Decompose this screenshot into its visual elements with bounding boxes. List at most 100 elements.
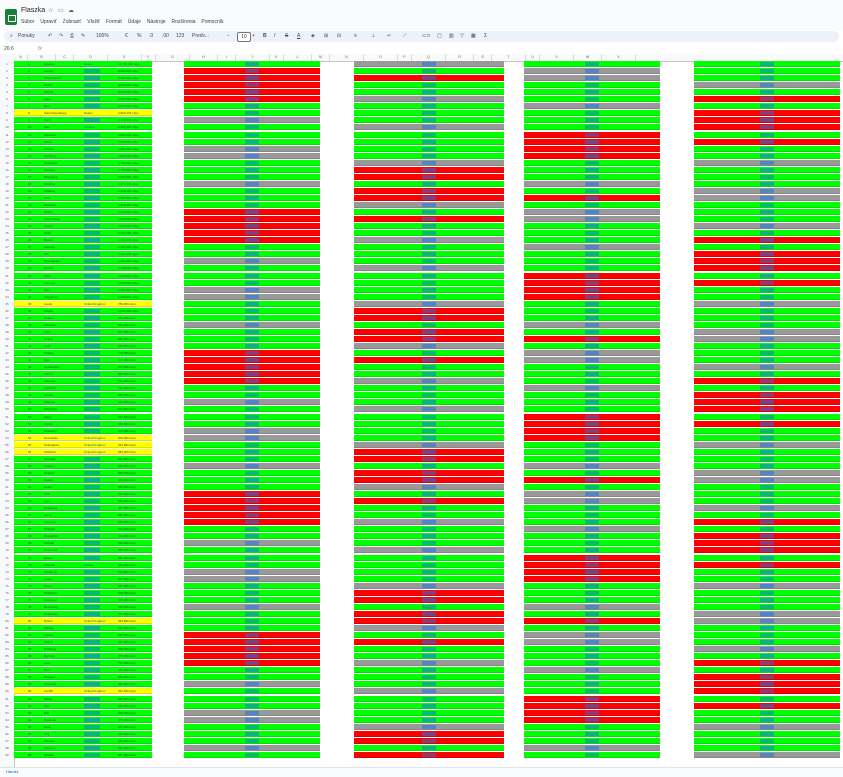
table-row[interactable]: 33 Perm 1,051,000 obyv.	[14, 286, 152, 293]
rank-cell[interactable]: 67	[28, 527, 32, 532]
population-cell[interactable]: 534,000 obyv.	[118, 541, 137, 546]
cell-link[interactable]	[759, 661, 774, 666]
column-header[interactable]: E	[108, 54, 142, 61]
population-cell[interactable]: 1,995,000 obyv.	[118, 139, 140, 144]
cell-link[interactable]	[585, 329, 600, 334]
country-link[interactable]	[84, 76, 100, 81]
table-row[interactable]	[524, 82, 660, 89]
cell-link[interactable]	[245, 506, 260, 511]
country-link[interactable]	[84, 555, 100, 560]
table-row[interactable]	[184, 730, 320, 737]
table-row[interactable]	[354, 632, 504, 639]
cell-link[interactable]	[421, 738, 436, 743]
table-row[interactable]: 55 Nottingham United Kingdom 323,000 obyv.	[14, 441, 152, 448]
row-header[interactable]: 56	[5, 449, 9, 454]
table-row[interactable]	[354, 625, 504, 631]
population-cell[interactable]: 479,000 obyv.	[118, 717, 137, 722]
row-header[interactable]: 43	[5, 358, 9, 363]
column-header[interactable]: M	[312, 54, 330, 61]
name-cell[interactable]: Birmingham	[44, 259, 61, 264]
row-header[interactable]: 82	[5, 633, 9, 638]
column-header[interactable]: K	[270, 54, 284, 61]
cell-link[interactable]	[421, 167, 436, 172]
column-header[interactable]: X	[602, 54, 636, 61]
table-row[interactable]	[184, 82, 320, 89]
cell-link[interactable]	[421, 329, 436, 334]
cell-link[interactable]	[421, 294, 436, 299]
table-row[interactable]	[694, 307, 840, 314]
paint-format-icon[interactable]: ✎	[81, 33, 86, 39]
cell-link[interactable]	[245, 280, 260, 285]
cell-link[interactable]	[585, 266, 600, 271]
table-row[interactable]: 56 Sheffield United Kingdom 584,000 obyv.	[14, 448, 152, 455]
cell-link[interactable]	[759, 90, 774, 95]
table-row[interactable]	[184, 596, 320, 603]
cell-link[interactable]	[759, 217, 774, 222]
country-link[interactable]	[84, 534, 100, 539]
population-cell[interactable]: 294,000 obyv.	[118, 745, 137, 750]
row-header[interactable]: 88	[5, 675, 9, 680]
table-row[interactable]	[694, 117, 840, 124]
cell-link[interactable]	[759, 111, 774, 116]
table-row[interactable]	[524, 554, 660, 561]
column-header[interactable]: V	[540, 54, 574, 61]
table-row[interactable]	[184, 653, 320, 660]
population-cell[interactable]: 697,000 obyv.	[118, 492, 137, 497]
cell-link[interactable]	[585, 499, 600, 504]
table-row[interactable]: 54 Newcastle United Kingdom 300,000 obyv.	[14, 434, 152, 441]
row-header[interactable]: 16	[5, 167, 9, 172]
population-cell[interactable]: 975,000 obyv.	[118, 428, 137, 433]
table-row[interactable]	[694, 321, 840, 328]
cell-link[interactable]	[421, 132, 436, 137]
name-cell[interactable]: Varšava	[44, 167, 55, 172]
table-row[interactable]	[184, 716, 320, 723]
table-row[interactable]	[694, 702, 840, 709]
cell-link[interactable]	[245, 344, 260, 348]
country-link[interactable]	[84, 118, 100, 123]
country-link[interactable]	[84, 259, 100, 264]
row-header[interactable]: 99	[5, 752, 9, 757]
table-row[interactable]	[524, 660, 660, 667]
table-row[interactable]: 14 Hamburg 1,841,000 obyv.	[14, 152, 152, 159]
table-row[interactable]	[354, 350, 504, 357]
table-row[interactable]	[694, 441, 840, 448]
table-row[interactable]	[694, 209, 840, 216]
cell-link[interactable]	[585, 273, 600, 278]
table-row[interactable]: 45 Záhreb 806,000 obyv.	[14, 371, 152, 378]
country-link[interactable]	[84, 245, 100, 250]
cell-link[interactable]	[421, 449, 436, 454]
table-row[interactable]	[694, 350, 840, 357]
table-row[interactable]	[184, 223, 320, 230]
row-header[interactable]: 22	[5, 210, 9, 215]
cell-link[interactable]	[245, 485, 260, 489]
cell-link[interactable]	[421, 548, 436, 553]
table-row[interactable]	[694, 420, 840, 427]
table-row[interactable]	[184, 138, 320, 145]
table-row[interactable]: 46 Valencia 791,000 obyv.	[14, 378, 152, 385]
table-row[interactable]	[354, 617, 504, 624]
table-row[interactable]	[524, 744, 660, 751]
table-row[interactable]	[524, 448, 660, 455]
name-cell[interactable]: Dnipro	[44, 336, 53, 341]
cell-link[interactable]	[759, 167, 774, 172]
rank-cell[interactable]: 96	[28, 731, 32, 736]
cell-link[interactable]	[421, 181, 436, 186]
table-row[interactable]: 86 Lvov 721,000 obyv.	[14, 660, 152, 667]
table-row[interactable]	[354, 660, 504, 667]
cell-link[interactable]	[421, 217, 436, 222]
rank-cell[interactable]: 58	[28, 463, 32, 468]
name-cell[interactable]: Perm	[44, 287, 52, 292]
country-link[interactable]	[84, 393, 100, 398]
column-header[interactable]: I	[218, 54, 236, 61]
cell-link[interactable]	[245, 654, 260, 659]
rank-cell[interactable]: 7	[28, 104, 30, 109]
table-row[interactable]	[694, 519, 840, 526]
country-link[interactable]	[84, 654, 100, 659]
population-cell[interactable]: 346,000 obyv.	[118, 696, 137, 701]
cell-link[interactable]	[245, 372, 260, 377]
table-row[interactable]: 70 Dortmund 588,000 obyv.	[14, 547, 152, 554]
population-cell[interactable]: 1,419,000 obyv.	[118, 188, 140, 193]
population-cell[interactable]: 323,000 obyv.	[118, 442, 137, 447]
table-row[interactable]	[524, 230, 660, 237]
rank-cell[interactable]: 70	[28, 548, 32, 553]
